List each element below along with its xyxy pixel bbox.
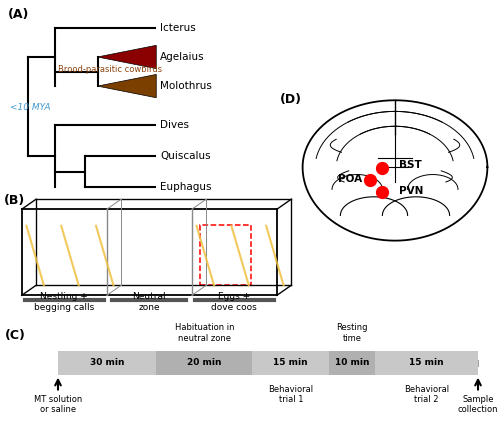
Text: PVN: PVN: [399, 186, 423, 196]
Text: Behavioral
trial 2: Behavioral trial 2: [404, 385, 449, 404]
Text: Dives: Dives: [160, 120, 189, 130]
Text: Behavioral
trial 1: Behavioral trial 1: [268, 385, 314, 404]
Text: (C): (C): [5, 329, 26, 342]
Text: (B): (B): [4, 194, 26, 207]
Text: Quiscalus: Quiscalus: [160, 151, 210, 161]
Text: Habituation in
neutral zone: Habituation in neutral zone: [174, 323, 234, 343]
Text: MT solution
or saline: MT solution or saline: [34, 395, 82, 414]
Text: Icterus: Icterus: [160, 23, 196, 33]
Text: 15 min: 15 min: [409, 358, 444, 368]
Bar: [329, 351, 375, 375]
Bar: [252, 351, 329, 375]
Polygon shape: [98, 74, 156, 98]
Text: Agelaius: Agelaius: [160, 52, 204, 62]
Text: Molothrus: Molothrus: [160, 81, 212, 91]
Text: (D): (D): [280, 93, 301, 106]
Text: Nestling +
begging calls: Nestling + begging calls: [34, 292, 94, 312]
Text: 10 min: 10 min: [335, 358, 369, 368]
Text: Sample
collection: Sample collection: [458, 395, 498, 414]
Bar: [58, 351, 156, 375]
Text: Euphagus: Euphagus: [160, 182, 212, 192]
Text: Resting
time: Resting time: [336, 323, 368, 343]
Text: <10 MYA: <10 MYA: [10, 103, 50, 112]
Text: 20 min: 20 min: [187, 358, 222, 368]
Text: 30 min: 30 min: [90, 358, 124, 368]
Text: (A): (A): [8, 8, 29, 22]
Text: 15 min: 15 min: [274, 358, 308, 368]
Text: POA: POA: [338, 174, 362, 184]
Bar: [200, 225, 252, 285]
Bar: [156, 351, 252, 375]
Text: Brood-parasitic cowbirds: Brood-parasitic cowbirds: [58, 65, 162, 74]
Bar: [375, 351, 478, 375]
Text: Neutral
zone: Neutral zone: [132, 292, 166, 312]
Polygon shape: [98, 45, 156, 69]
Text: Eggs +
dove coos: Eggs + dove coos: [212, 292, 257, 312]
Text: BST: BST: [399, 160, 422, 170]
